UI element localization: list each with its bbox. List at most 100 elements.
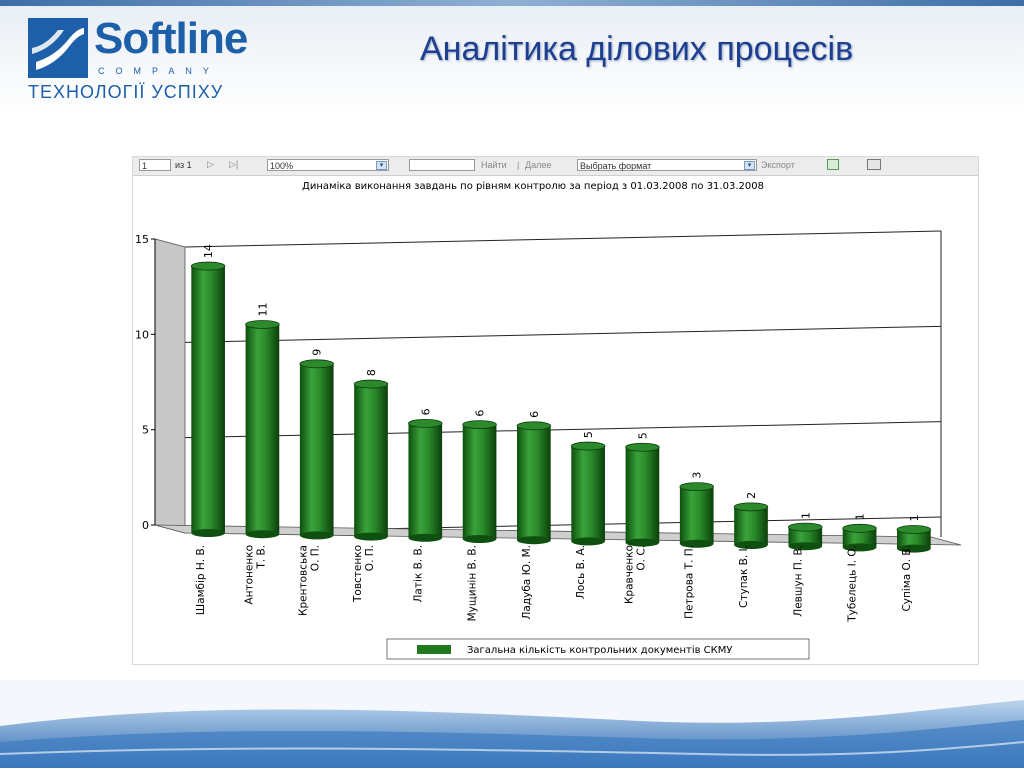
x-tick-label: Крентовська: [298, 545, 310, 616]
bar-top: [190, 261, 226, 271]
data-label: 8: [365, 369, 378, 376]
next-page-icon[interactable]: ▷: [207, 159, 214, 169]
x-tick-label: Т. В.: [255, 545, 267, 570]
bar: [571, 446, 605, 542]
data-label: 1: [854, 513, 867, 520]
bar: [734, 506, 768, 545]
bar-base: [788, 542, 823, 551]
bar: [625, 447, 660, 543]
bar-top: [245, 320, 280, 329]
chart-left-wall: [154, 238, 186, 534]
find-link[interactable]: Найти: [481, 160, 507, 170]
bar-top: [408, 418, 443, 428]
bar-top: [462, 420, 497, 430]
logo-slogan: ТЕХНОЛОГІЇ УСПІХУ: [28, 82, 224, 102]
legend-label: Загальна кількість контрольних документі…: [467, 644, 732, 656]
bar: [191, 266, 225, 533]
report-toolbar: 1 из 1 ▷ ▷| 100% ▾ Найти | Далее Выбрать…: [133, 157, 978, 176]
x-tick-label: Мущинін В. В.: [467, 545, 479, 621]
bar-top: [842, 523, 877, 533]
x-tick-label: Ступак В. І.: [738, 545, 750, 608]
bar: [517, 425, 551, 541]
x-tick-label: Шамбір Н. В.: [195, 545, 207, 615]
x-tick-label: Латік В. В.: [412, 545, 424, 602]
x-tick-label: Ладуба Ю. М.: [521, 545, 533, 619]
logo-company: COMPANY: [98, 66, 220, 76]
page-count: из 1: [175, 160, 192, 170]
bar-top: [299, 359, 334, 369]
slide-title: Аналітика ділових процесів: [420, 30, 854, 68]
bar-base: [245, 530, 280, 539]
bar-top: [679, 482, 714, 492]
x-tick-label: О. П.: [310, 545, 322, 571]
x-tick-label: Левшун П. В.: [792, 545, 804, 617]
bar-base: [517, 536, 551, 545]
page-number-input[interactable]: 1: [139, 159, 171, 171]
bar-base: [354, 532, 388, 541]
format-select[interactable]: Выбрать формат ▾: [577, 159, 757, 171]
report-viewer: 1 из 1 ▷ ▷| 100% ▾ Найти | Далее Выбрать…: [132, 156, 979, 665]
find-input[interactable]: [409, 159, 475, 171]
y-tick-label: 10: [135, 328, 149, 341]
gridline: [184, 421, 942, 439]
data-label: 1: [799, 512, 812, 519]
bar-base: [625, 538, 660, 547]
zoom-select[interactable]: 100% ▾: [267, 159, 389, 171]
data-label: 6: [528, 411, 541, 418]
bar-base: [679, 539, 714, 548]
data-label: 9: [311, 349, 324, 356]
bar-base: [408, 533, 443, 542]
x-tick-label: Кравченко: [623, 545, 635, 604]
gridline: [184, 325, 942, 343]
chevron-down-icon: ▾: [744, 161, 755, 170]
toolbar-separator: |: [517, 160, 520, 170]
softline-logo: Softline COMPANY ТЕХНОЛОГІЇ УСПІХУ: [28, 14, 268, 108]
chevron-down-icon: ▾: [376, 161, 387, 170]
bar-top: [896, 525, 932, 534]
legend-swatch: [417, 645, 451, 654]
logo-mark-icon: [28, 18, 88, 78]
slide-header: [0, 0, 1024, 118]
y-tick-label: 15: [135, 233, 149, 246]
bar-top: [570, 441, 606, 451]
bar: [788, 527, 823, 547]
print-icon[interactable]: [867, 159, 881, 170]
data-label: 6: [474, 410, 487, 417]
data-label: 5: [636, 432, 649, 439]
chart-title: Динаміка виконання завдань по рівням кон…: [302, 180, 764, 192]
header-stripe: [0, 0, 1024, 6]
data-label: 11: [256, 302, 269, 316]
x-tick-label: О. П.: [364, 545, 376, 571]
logo-word: Softline: [94, 14, 248, 63]
chart: Динаміка виконання завдань по рівням кон…: [135, 180, 962, 660]
x-tick-label: О. С.: [635, 545, 647, 571]
zoom-value: 100%: [270, 161, 294, 171]
export-link[interactable]: Экспорт: [761, 160, 795, 170]
bar-base: [571, 537, 605, 546]
gridline: [184, 230, 942, 248]
refresh-icon[interactable]: [827, 159, 839, 170]
data-label: 6: [419, 408, 432, 415]
bar: [245, 324, 280, 535]
data-label: 3: [691, 472, 704, 479]
x-tick-label: Лось В. А.: [575, 545, 587, 599]
bar: [897, 529, 931, 549]
bar: [679, 486, 714, 544]
slide-bottom-wave: [0, 680, 1024, 768]
bar-base: [897, 544, 931, 553]
bar: [462, 424, 497, 539]
bar: [408, 423, 443, 538]
data-label: 2: [745, 492, 758, 499]
bar-top: [625, 442, 660, 452]
x-tick-label: Супіма О. В.: [901, 545, 913, 612]
bar-base: [734, 541, 768, 549]
bar-base: [299, 531, 334, 540]
last-page-icon[interactable]: ▷|: [229, 159, 239, 169]
bar-base: [842, 543, 877, 552]
data-label: 5: [582, 431, 595, 438]
bar-top: [733, 502, 769, 512]
y-tick-label: 5: [142, 424, 149, 437]
bar-top: [353, 379, 389, 389]
next-link[interactable]: Далее: [525, 160, 552, 170]
data-label: 14: [202, 244, 215, 258]
